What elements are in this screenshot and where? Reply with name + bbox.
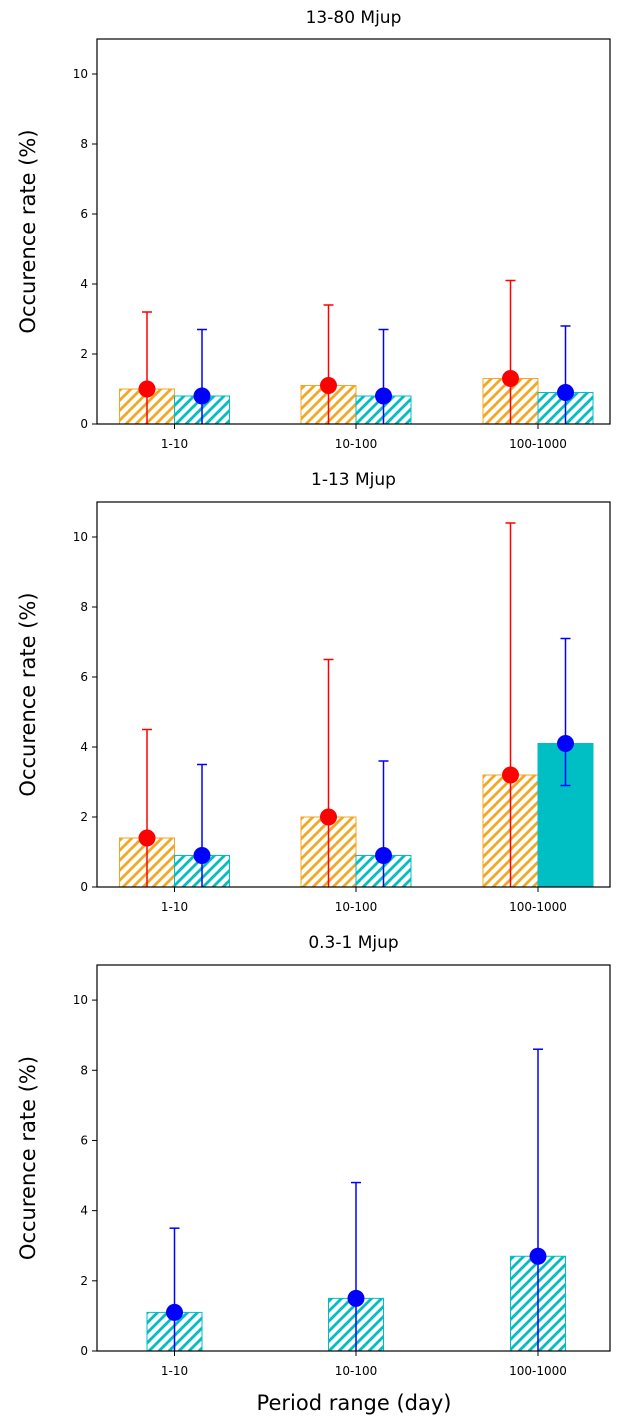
x-tick-label: 10-100 [335, 1364, 378, 1378]
x-tick-label: 10-100 [335, 900, 378, 914]
chart-panel: 0.3-1 Mjup Occurence rate (%) 0 2 4 6 8 10 1-10 1… [16, 933, 610, 1378]
x-tick-label: 1-10 [161, 437, 188, 451]
y-tick-label: 4 [80, 740, 88, 754]
data-point [320, 377, 337, 394]
y-tick-label: 10 [73, 993, 88, 1007]
y-tick-label: 10 [73, 67, 88, 81]
y-tick-label: 0 [80, 1344, 88, 1358]
data-point [166, 1304, 183, 1321]
chart-title: 1-13 Mjup [311, 470, 396, 490]
chart-panel: 13-80 Mjup Occurence rate (%) 0 2 4 6 8 10 1-10 1… [16, 8, 610, 451]
data-point [530, 1248, 547, 1265]
y-tick-label: 8 [80, 1063, 88, 1077]
x-tick-label: 100-1000 [509, 1364, 567, 1378]
data-point [194, 388, 211, 405]
y-tick-label: 2 [80, 1274, 88, 1288]
x-tick-label: 1-10 [161, 900, 188, 914]
y-tick-label: 2 [80, 810, 88, 824]
data-point [348, 1290, 365, 1307]
y-axis-label: Occurence rate (%) [16, 592, 40, 796]
data-point [375, 388, 392, 405]
data-point [139, 830, 156, 847]
y-tick-label: 0 [80, 880, 88, 894]
y-tick-label: 0 [80, 417, 88, 431]
data-point [139, 381, 156, 398]
y-tick-label: 6 [80, 207, 88, 221]
x-tick-label: 100-1000 [509, 437, 567, 451]
y-tick-label: 4 [80, 277, 88, 291]
data-point [557, 384, 574, 401]
y-tick-label: 6 [80, 1133, 88, 1147]
y-tick-label: 6 [80, 670, 88, 684]
data-point [502, 767, 519, 784]
data-point [320, 809, 337, 826]
data-point [557, 735, 574, 752]
chart-title: 13-80 Mjup [306, 8, 402, 28]
y-tick-label: 2 [80, 347, 88, 361]
x-tick-label: 100-1000 [509, 900, 567, 914]
x-tick-label: 1-10 [161, 1364, 188, 1378]
y-axis-label: Occurence rate (%) [16, 129, 40, 333]
x-axis-label: Period range (day) [257, 1391, 452, 1415]
plot-frame [97, 39, 610, 424]
data-point [502, 370, 519, 387]
chart-title: 0.3-1 Mjup [308, 933, 398, 953]
chart-panel: 1-13 Mjup Occurence rate (%) 0 2 4 6 8 10 1-10 10… [16, 470, 610, 914]
y-axis-label: Occurence rate (%) [16, 1056, 40, 1260]
data-point [194, 847, 211, 864]
data-point [375, 847, 392, 864]
y-tick-label: 8 [80, 600, 88, 614]
y-tick-label: 4 [80, 1204, 88, 1218]
x-tick-label: 10-100 [335, 437, 378, 451]
y-tick-label: 10 [73, 530, 88, 544]
y-tick-label: 8 [80, 137, 88, 151]
